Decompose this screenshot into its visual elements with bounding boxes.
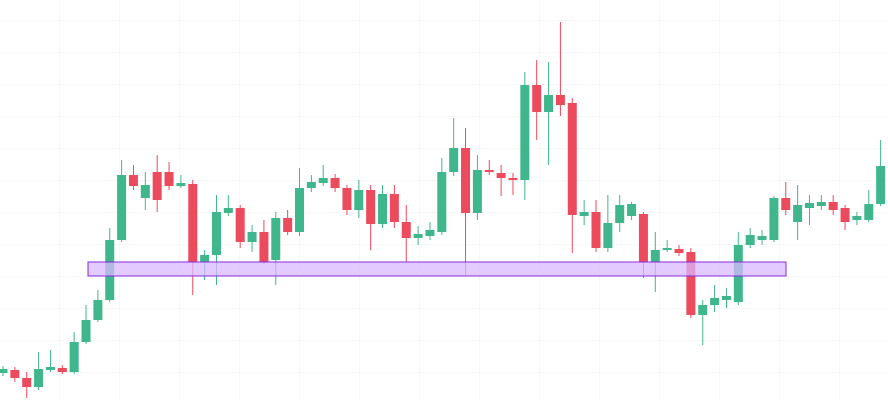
candle-body xyxy=(484,170,494,172)
candle-body xyxy=(69,342,79,372)
candle-body xyxy=(235,208,245,242)
candle-body xyxy=(840,208,850,222)
candle-body xyxy=(0,369,8,373)
candle-body xyxy=(615,205,625,223)
candle-body xyxy=(188,184,198,262)
candle-body xyxy=(93,300,103,320)
candle-body xyxy=(295,188,304,232)
candle-body xyxy=(425,230,435,236)
candle-body xyxy=(828,202,838,210)
candle-body xyxy=(271,218,281,260)
candle-body xyxy=(816,202,826,206)
candle-body xyxy=(128,175,138,186)
candle-body xyxy=(81,320,91,342)
candle-body xyxy=(555,95,565,105)
candle-body xyxy=(211,212,221,255)
candle-body xyxy=(318,178,328,183)
candle-body xyxy=(354,190,364,210)
candle-body xyxy=(57,368,67,372)
candle-body xyxy=(461,148,471,213)
candle-body xyxy=(366,190,376,224)
candle-body xyxy=(520,85,530,180)
candle-body xyxy=(757,236,767,240)
candle-body xyxy=(247,232,257,242)
candle-body xyxy=(698,305,708,315)
candle-body xyxy=(876,166,886,204)
candle-body xyxy=(259,232,269,262)
candle-body xyxy=(34,369,44,387)
candle-body xyxy=(437,172,447,232)
candle-body xyxy=(638,214,648,262)
candle-body xyxy=(22,378,32,387)
candle-body xyxy=(567,103,577,215)
candle-body xyxy=(650,250,660,262)
candle-body xyxy=(10,370,20,378)
candle-body xyxy=(603,223,613,248)
candle-body xyxy=(591,212,601,248)
candle-body xyxy=(864,204,874,220)
candle-body xyxy=(413,234,423,238)
candle-body xyxy=(804,203,814,208)
candle-body xyxy=(117,175,127,240)
candle-body xyxy=(449,148,459,172)
candle-body xyxy=(532,85,542,112)
candle-body xyxy=(306,182,316,188)
candle-body xyxy=(710,298,720,305)
candle-body xyxy=(579,212,589,216)
candle-body xyxy=(401,222,411,238)
candle-body xyxy=(662,248,672,250)
candle-body xyxy=(793,205,803,222)
candle-layer xyxy=(0,22,886,398)
candle-body xyxy=(686,252,696,315)
candle-body xyxy=(176,183,186,186)
candle-body xyxy=(472,170,482,213)
candle-body xyxy=(223,208,233,213)
candle-body xyxy=(627,204,637,216)
candle-body xyxy=(389,194,399,222)
candle-body xyxy=(140,185,150,198)
candle-body xyxy=(674,249,684,253)
candle-body xyxy=(745,235,755,245)
candle-body xyxy=(544,95,554,112)
candle-body xyxy=(769,198,779,240)
candle-body xyxy=(164,172,174,186)
candle-body xyxy=(152,172,162,200)
candle-body xyxy=(200,255,210,262)
candle-body xyxy=(283,218,293,232)
candle-body xyxy=(342,188,352,210)
candle-body xyxy=(721,296,731,300)
candle-body xyxy=(496,173,506,178)
candle-body xyxy=(378,194,388,224)
candle-body xyxy=(508,178,518,180)
candle-body xyxy=(852,216,862,220)
candle-body xyxy=(330,178,340,188)
support-zone xyxy=(87,261,787,277)
candle-body xyxy=(45,367,55,370)
candle-body xyxy=(781,198,791,210)
